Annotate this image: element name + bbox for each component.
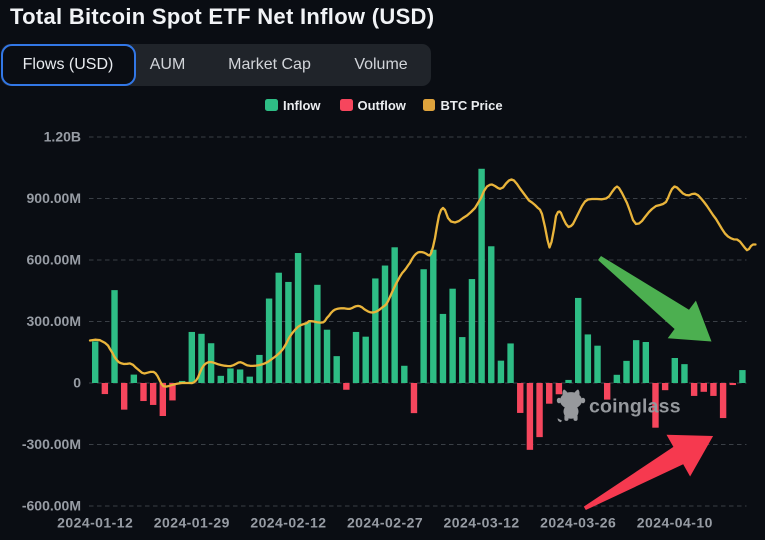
- svg-text:2024-04-10: 2024-04-10: [637, 515, 713, 531]
- svg-text:2024-03-26: 2024-03-26: [540, 515, 616, 531]
- svg-text:900.00M: 900.00M: [27, 190, 81, 206]
- svg-text:2024-03-12: 2024-03-12: [444, 515, 520, 531]
- svg-text:300.00M: 300.00M: [27, 313, 81, 329]
- svg-text:2024-02-12: 2024-02-12: [250, 515, 326, 531]
- svg-text:2024-02-27: 2024-02-27: [347, 515, 423, 531]
- svg-text:1.20B: 1.20B: [44, 128, 81, 144]
- svg-text:-300.00M: -300.00M: [22, 436, 81, 452]
- svg-text:2024-01-12: 2024-01-12: [57, 515, 133, 531]
- svg-text:0: 0: [73, 374, 81, 390]
- svg-text:600.00M: 600.00M: [27, 251, 81, 267]
- svg-text:-600.00M: -600.00M: [22, 497, 81, 513]
- svg-text:coinglass: coinglass: [589, 396, 681, 418]
- svg-text:2024-01-29: 2024-01-29: [154, 515, 230, 531]
